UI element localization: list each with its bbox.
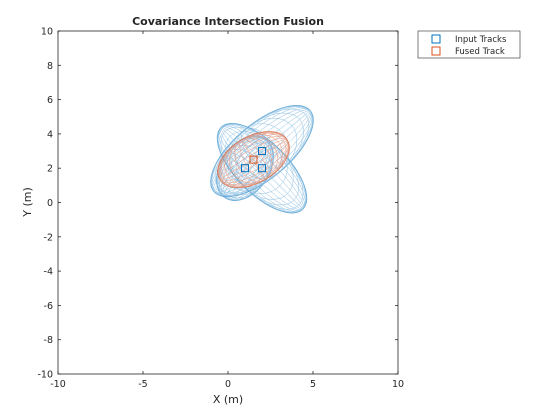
x-tick-label: 5 bbox=[310, 379, 316, 390]
y-tick-label: -2 bbox=[44, 232, 53, 243]
legend: Input Tracks Fused Track bbox=[417, 30, 521, 59]
plot-area-frame bbox=[57, 30, 399, 375]
y-tick-label: 8 bbox=[47, 61, 53, 72]
y-tick-label: 10 bbox=[41, 27, 53, 38]
input-covariance-ellipse bbox=[216, 123, 308, 214]
y-tick-label: -4 bbox=[44, 267, 53, 278]
y-tick-label: 6 bbox=[47, 95, 53, 106]
chart-title: Covariance Intersection Fusion bbox=[132, 15, 324, 28]
input-track-marker bbox=[258, 147, 266, 156]
marker-layer bbox=[241, 147, 266, 173]
tick-layer: -10 -5 0 5 10 -10 -8 -6 -4 -2 0 2 4 6 8 10 bbox=[37, 27, 404, 391]
y-tick-label: -8 bbox=[44, 335, 53, 346]
fused-covariance-ellipse bbox=[217, 131, 290, 189]
y-tick-label: 0 bbox=[47, 198, 53, 209]
legend-label-fused-track: Fused Track bbox=[455, 47, 505, 57]
x-tick-label: 0 bbox=[225, 379, 231, 390]
ellipse-layer bbox=[210, 105, 314, 214]
x-axis-label: X (m) bbox=[213, 393, 243, 406]
input-track-marker bbox=[258, 164, 266, 173]
legend-box bbox=[417, 30, 521, 59]
legend-label-input-tracks: Input Tracks bbox=[455, 35, 507, 45]
y-tick-label: -10 bbox=[37, 370, 53, 381]
x-tick-label: 10 bbox=[392, 379, 404, 390]
ellipse-outline bbox=[217, 131, 290, 189]
y-tick-label: 4 bbox=[47, 129, 53, 140]
y-tick-label: 2 bbox=[47, 164, 53, 175]
legend-marker-fused-track bbox=[431, 46, 441, 56]
y-tick-label: -6 bbox=[44, 301, 53, 312]
input-track-marker bbox=[241, 164, 249, 173]
x-tick-label: -5 bbox=[138, 379, 147, 390]
x-tick-label: -10 bbox=[50, 379, 66, 390]
legend-marker-input-tracks bbox=[431, 34, 441, 44]
y-axis-label: Y (m) bbox=[21, 187, 34, 218]
fused-track-marker bbox=[249, 155, 258, 164]
